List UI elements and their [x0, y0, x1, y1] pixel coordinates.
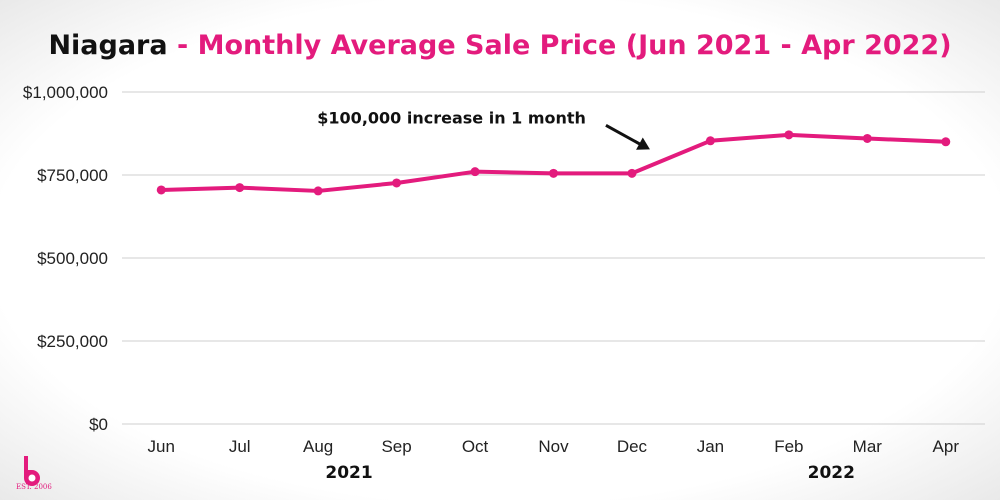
y-tick-label: $1,000,000: [23, 83, 108, 102]
x-axis-ticks: Jun Jul Aug Sep Oct Nov Dec Jan Feb Mar Apr: [148, 437, 960, 456]
data-point: [235, 183, 245, 193]
data-point: [313, 186, 323, 196]
gridlines: [122, 91, 985, 425]
y-tick-label: $0: [89, 415, 108, 434]
x-tick-label: Jan: [697, 437, 724, 456]
brand-logo-icon: [24, 456, 40, 486]
x-tick-label: Jun: [148, 437, 175, 456]
chart-title-region: Niagara: [48, 30, 168, 61]
annotation-arrow: [605, 124, 645, 148]
logo-est-text: EST. 2006: [16, 483, 52, 491]
x-tick-label: Feb: [774, 437, 803, 456]
x-tick-label: Jul: [229, 437, 251, 456]
series-group: [156, 130, 951, 196]
data-point: [784, 130, 794, 140]
x-tick-label: Dec: [617, 437, 648, 456]
y-tick-label: $250,000: [37, 332, 108, 351]
year-label: 2021: [325, 463, 372, 483]
data-point: [549, 168, 558, 178]
y-tick-label: $500,000: [37, 249, 108, 268]
year-labels: 2021 2022: [325, 463, 855, 483]
chart-title: Niagara - Monthly Average Sale Price (Ju…: [0, 30, 1000, 61]
x-tick-label: Sep: [381, 437, 411, 456]
data-point: [156, 185, 166, 195]
y-tick-label: $750,000: [37, 166, 108, 185]
y-axis-ticks: $0 $250,000 $500,000 $750,000 $1,000,000: [23, 83, 108, 434]
series-line: [159, 132, 948, 193]
data-point: [862, 133, 872, 143]
x-tick-label: Nov: [538, 437, 569, 456]
annotation-text: $100,000 increase in 1 month: [317, 108, 586, 127]
data-point: [392, 178, 402, 188]
chart-title-rest: - Monthly Average Sale Price (Jun 2021 -…: [167, 30, 952, 61]
x-tick-label: Oct: [462, 437, 489, 456]
year-label: 2022: [808, 463, 855, 483]
data-point: [941, 137, 951, 147]
data-point: [705, 136, 715, 146]
annotation-group: $100,000 increase in 1 month: [317, 108, 650, 150]
x-tick-label: Apr: [933, 437, 960, 456]
annotation-arrowhead: [636, 137, 650, 150]
data-point: [470, 167, 480, 177]
x-tick-label: Aug: [303, 437, 333, 456]
data-point: [627, 168, 637, 178]
x-tick-label: Mar: [853, 437, 883, 456]
